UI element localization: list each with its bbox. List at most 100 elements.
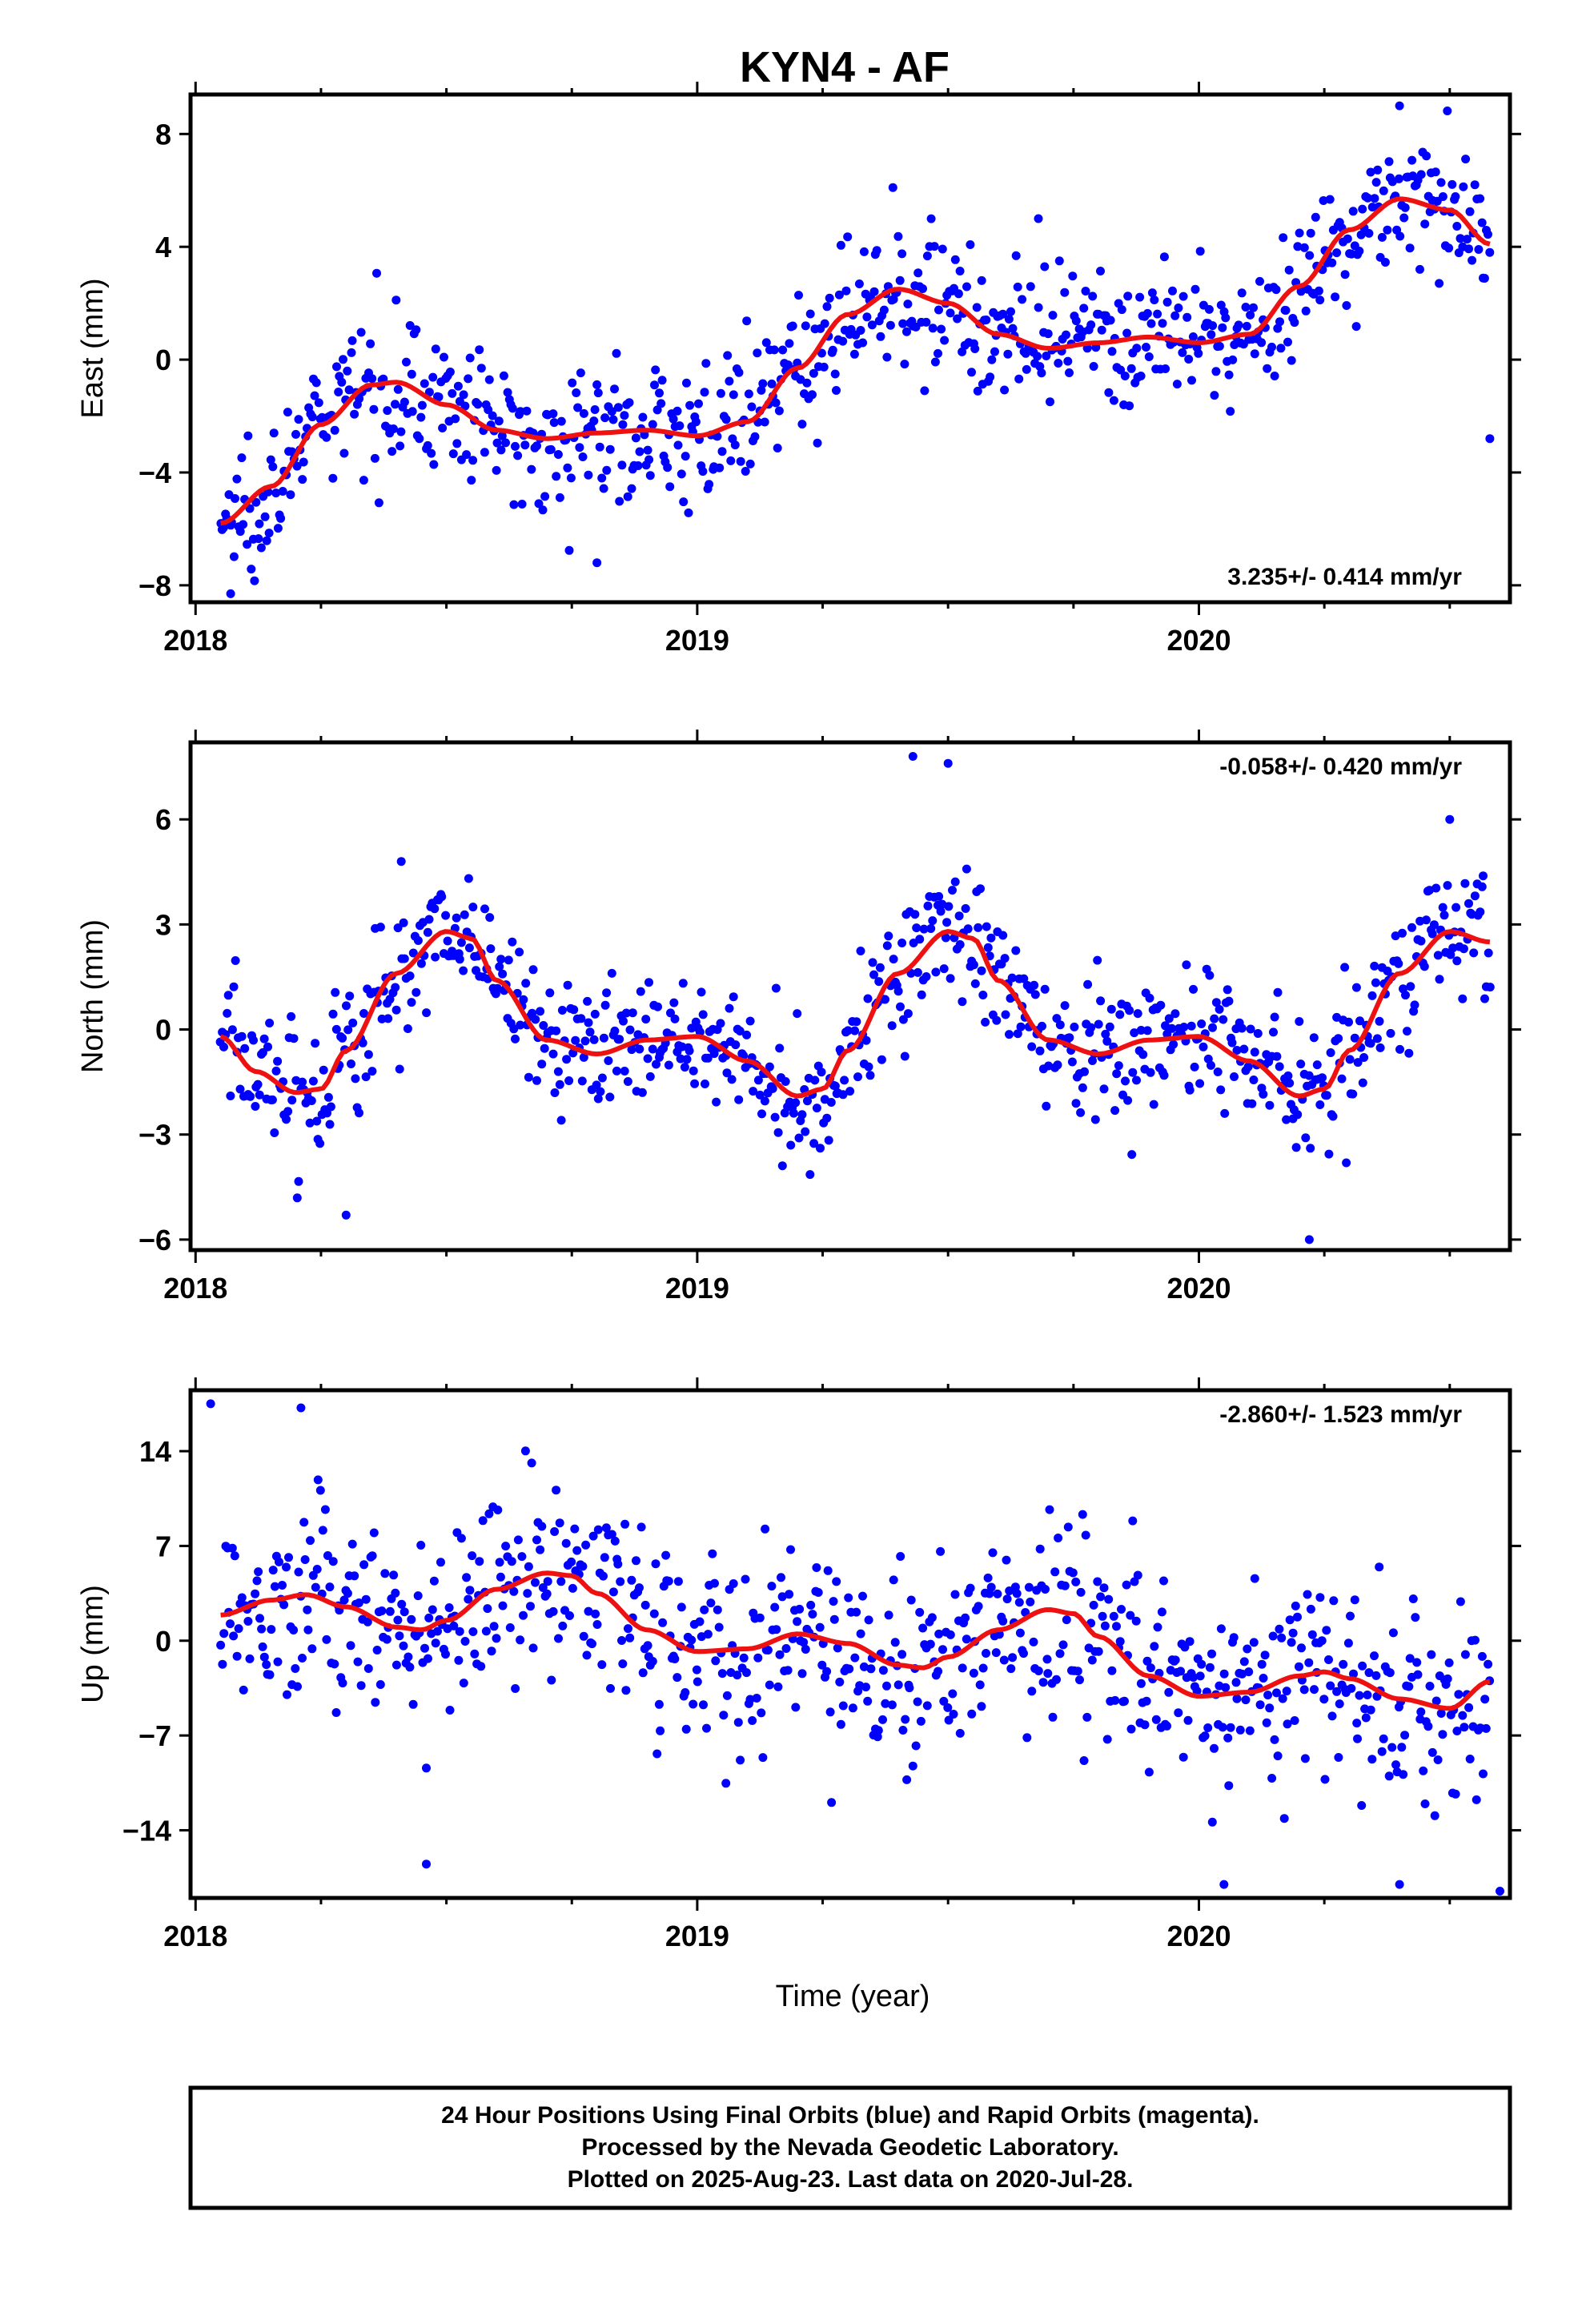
position-point xyxy=(1182,960,1191,970)
position-point xyxy=(967,1709,977,1719)
position-point xyxy=(396,441,405,451)
position-point xyxy=(1293,1110,1303,1120)
position-point xyxy=(673,440,683,450)
position-point xyxy=(822,1667,832,1676)
position-point xyxy=(1131,1616,1141,1626)
position-point xyxy=(260,512,270,521)
position-point xyxy=(283,408,292,417)
position-point xyxy=(664,1060,673,1070)
position-point xyxy=(279,1600,289,1610)
position-point xyxy=(588,1531,598,1541)
position-point xyxy=(1430,1811,1439,1820)
position-point xyxy=(476,364,486,373)
position-point xyxy=(716,388,725,398)
position-point xyxy=(1207,1060,1215,1070)
position-point xyxy=(793,1617,802,1626)
position-point xyxy=(588,1639,596,1649)
position-point xyxy=(441,1650,450,1659)
position-point xyxy=(607,1530,616,1539)
position-point xyxy=(430,904,440,914)
position-point xyxy=(307,1644,317,1654)
position-point xyxy=(961,904,970,913)
position-point xyxy=(602,465,612,475)
position-point xyxy=(1363,1691,1372,1699)
position-point xyxy=(1314,286,1323,296)
position-point xyxy=(1219,1669,1229,1679)
position-point xyxy=(777,1592,787,1602)
position-point xyxy=(903,1009,913,1019)
position-point xyxy=(600,1553,609,1562)
position-point xyxy=(881,995,889,1004)
position-point xyxy=(564,1076,574,1085)
position-point xyxy=(701,359,711,368)
position-point xyxy=(1257,338,1267,348)
position-point xyxy=(338,1679,347,1688)
position-point xyxy=(361,1594,371,1604)
position-point xyxy=(1461,155,1471,164)
position-point xyxy=(1117,305,1126,315)
position-point xyxy=(850,1026,860,1035)
position-point xyxy=(890,1638,900,1647)
position-point xyxy=(1078,1510,1087,1519)
position-point xyxy=(1250,349,1259,359)
position-point xyxy=(405,971,415,981)
position-point xyxy=(677,469,686,479)
position-point xyxy=(1249,1638,1259,1647)
position-point xyxy=(354,1598,363,1607)
position-point xyxy=(1058,1640,1068,1650)
position-point xyxy=(998,1616,1008,1626)
position-point xyxy=(1245,1726,1255,1735)
position-point xyxy=(1465,1755,1475,1763)
position-point xyxy=(731,1040,741,1050)
position-point xyxy=(1146,1663,1155,1673)
position-point xyxy=(1002,1555,1011,1565)
position-point xyxy=(859,1662,869,1671)
position-point xyxy=(1162,297,1172,307)
position-point xyxy=(1065,1033,1074,1043)
position-point xyxy=(1237,1023,1247,1033)
position-point xyxy=(448,388,457,398)
position-point xyxy=(1224,1781,1234,1791)
position-point xyxy=(1101,1029,1110,1039)
position-point xyxy=(1307,1630,1317,1639)
position-point xyxy=(1377,1747,1387,1756)
position-point xyxy=(1385,1668,1395,1678)
position-point xyxy=(325,1582,335,1592)
position-point xyxy=(1395,1880,1404,1889)
position-point xyxy=(786,1545,795,1554)
position-point xyxy=(638,412,648,422)
position-point xyxy=(1318,1073,1327,1083)
position-point xyxy=(219,1629,229,1638)
position-point xyxy=(803,1096,812,1106)
position-point xyxy=(1071,316,1081,326)
position-point xyxy=(1284,265,1294,275)
position-point xyxy=(1275,1624,1284,1634)
position-point xyxy=(1370,1651,1379,1661)
position-point xyxy=(1346,1611,1355,1621)
position-point xyxy=(1265,1703,1275,1713)
position-point xyxy=(229,1631,239,1641)
position-point xyxy=(1006,1664,1016,1674)
position-point xyxy=(1452,903,1461,912)
position-point xyxy=(946,974,955,983)
position-point xyxy=(601,1523,611,1533)
position-point xyxy=(396,857,406,866)
position-point xyxy=(591,1609,600,1618)
position-point xyxy=(468,456,478,465)
position-point xyxy=(1364,1668,1374,1678)
position-point xyxy=(1239,1044,1249,1054)
position-point xyxy=(813,438,822,448)
position-point xyxy=(344,385,354,395)
position-point xyxy=(579,1052,588,1062)
position-point xyxy=(206,1399,215,1409)
position-point xyxy=(1427,929,1437,939)
position-point xyxy=(744,389,753,399)
daily-positions xyxy=(216,101,1495,598)
position-point xyxy=(760,417,769,427)
position-point xyxy=(1464,1703,1474,1712)
position-point xyxy=(464,1594,473,1604)
position-point xyxy=(1109,396,1118,405)
position-point xyxy=(319,1065,328,1075)
position-point xyxy=(1178,348,1187,357)
position-point xyxy=(652,1749,662,1759)
